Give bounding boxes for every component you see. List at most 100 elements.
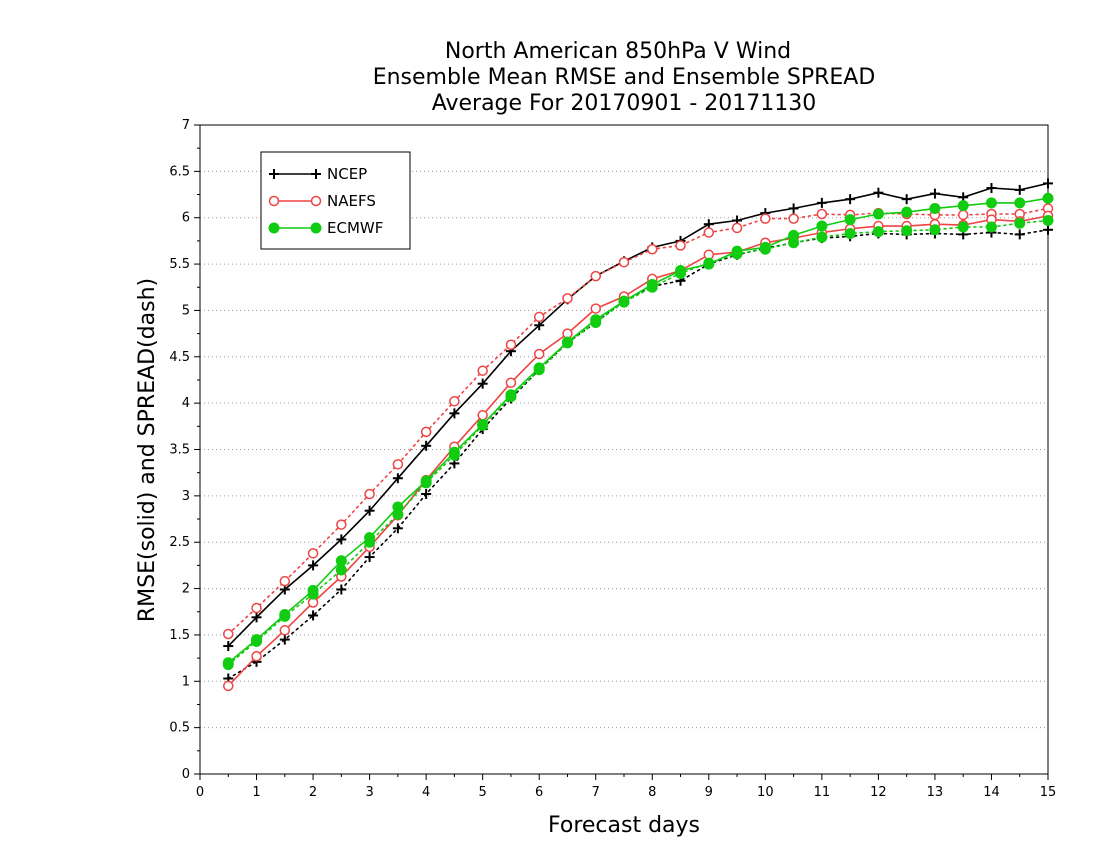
y-tick-label: 4.5 xyxy=(169,350,190,365)
naefs-spread-point xyxy=(251,602,262,614)
legend-item-ecmwf: ECMWF xyxy=(268,219,383,237)
ncep-rmse-point xyxy=(421,440,432,451)
naefs-spread-point xyxy=(420,426,432,438)
y-tick-label: 5.5 xyxy=(169,257,190,272)
legend-label: ECMWF xyxy=(327,219,383,237)
x-tick-label: 15 xyxy=(1040,785,1057,800)
naefs-rmse-line xyxy=(227,215,1049,687)
ecmwf-rmse-point xyxy=(420,475,432,487)
naefs-rmse-point xyxy=(533,348,545,360)
ecmwf-rmse-point xyxy=(505,389,517,401)
ecmwf-rmse-point xyxy=(590,314,602,326)
ncep-rmse-point xyxy=(929,188,940,199)
naefs-spread-point xyxy=(788,213,799,224)
ncep-spread-point xyxy=(1014,229,1025,240)
y-tick-label: 1.5 xyxy=(169,628,190,643)
ecmwf-rmse-point xyxy=(759,241,771,253)
x-tick-label: 6 xyxy=(535,785,543,800)
x-tick-label: 1 xyxy=(252,785,260,800)
x-tick-label: 14 xyxy=(983,785,1000,800)
x-tick-label: 8 xyxy=(648,785,656,800)
legend-marker xyxy=(268,222,280,234)
y-tick-label: 2 xyxy=(182,582,190,597)
legend-marker xyxy=(310,195,322,207)
ncep-spread-point xyxy=(308,610,319,621)
naefs-spread-point xyxy=(703,227,715,238)
ncep-rmse-point xyxy=(845,194,856,205)
y-tick-label: 6.5 xyxy=(169,164,190,179)
ecmwf-spread-line xyxy=(227,219,1049,666)
x-tick-label: 3 xyxy=(365,785,373,800)
naefs-spread-point xyxy=(392,459,404,470)
x-tick-label: 11 xyxy=(814,785,831,800)
naefs-spread-point xyxy=(533,311,545,323)
legend-marker xyxy=(310,222,322,234)
x-axis-title: Forecast days xyxy=(548,813,700,838)
ncep-rmse-point xyxy=(1014,184,1025,195)
naefs-spread-point xyxy=(449,396,460,407)
ncep-rmse-point xyxy=(223,641,234,652)
ecmwf-rmse-point xyxy=(901,206,913,218)
naefs-rmse-point xyxy=(251,651,262,662)
naefs-rmse-point xyxy=(477,409,488,421)
legend-item-ncep: NCEP xyxy=(269,165,367,183)
title-line-3: Average For 20170901 - 20171130 xyxy=(432,91,817,116)
x-tick-label: 10 xyxy=(757,785,774,800)
naefs-spread-point xyxy=(364,488,375,500)
ecmwf-rmse-point xyxy=(251,634,263,646)
ncep-rmse-point xyxy=(788,203,799,214)
naefs-spread-point xyxy=(307,548,319,559)
y-axis-title: RMSE(solid) and SPREAD(dash) xyxy=(135,278,160,622)
ecmwf-rmse-point xyxy=(448,446,460,458)
ncep-spread-point xyxy=(1043,224,1053,235)
ncep-spread-point xyxy=(279,634,290,645)
ncep-rmse-point xyxy=(449,408,460,419)
ecmwf-rmse-point xyxy=(872,208,884,220)
ecmwf-rmse-point xyxy=(364,532,376,544)
x-tick-label: 12 xyxy=(870,785,887,800)
naefs-spread-point xyxy=(618,256,630,268)
ncep-rmse-point xyxy=(901,194,912,205)
ecmwf-rmse-point xyxy=(957,200,969,212)
ecmwf-rmse-point xyxy=(788,229,800,241)
grid xyxy=(200,170,1048,729)
y-tick-label: 5 xyxy=(182,303,190,318)
ecmwf-rmse-point xyxy=(392,501,404,513)
ecmwf-rmse-point xyxy=(929,202,941,214)
ncep-spread-point xyxy=(364,552,375,563)
ecmwf-spread-point xyxy=(985,221,997,233)
x-tick-label: 5 xyxy=(479,785,487,800)
ecmwf-rmse-point xyxy=(816,220,828,232)
naefs-spread-point xyxy=(957,209,969,221)
ecmwf-rmse-point xyxy=(703,258,715,270)
ncep-spread-point xyxy=(392,523,403,534)
ncep-rmse-point xyxy=(873,187,884,198)
series xyxy=(222,178,1054,692)
x-tick-label: 9 xyxy=(705,785,713,800)
y-tick-label: 2.5 xyxy=(169,535,190,550)
ecmwf-spread-point xyxy=(901,225,913,237)
ecmwf-rmse-point xyxy=(675,265,687,277)
ecmwf-rmse-point xyxy=(561,336,573,348)
y-tick-label: 0 xyxy=(182,767,190,782)
naefs-spread-point xyxy=(336,519,347,530)
ncep-rmse-point xyxy=(308,560,319,571)
ecmwf-spread-point xyxy=(872,226,884,238)
naefs-spread-point xyxy=(590,270,601,282)
x-tick-label: 13 xyxy=(927,785,944,800)
y-tick-label: 6 xyxy=(182,211,190,226)
ncep-spread-line xyxy=(227,229,1049,680)
naefs-spread-line xyxy=(227,207,1049,635)
x-tick-label: 2 xyxy=(309,785,317,800)
x-tick-label: 4 xyxy=(422,785,430,800)
y-tick-label: 7 xyxy=(182,118,190,133)
ecmwf-spread-point xyxy=(816,231,828,243)
legend-marker xyxy=(269,169,279,179)
naefs-spread-point xyxy=(647,243,658,255)
naefs-spread-point xyxy=(477,365,488,376)
ecmwf-rmse-point xyxy=(646,278,658,290)
ncep-rmse-line xyxy=(227,182,1049,647)
naefs-spread-point xyxy=(279,575,291,587)
naefs-rmse-point xyxy=(590,303,601,314)
ncep-spread-point xyxy=(336,584,347,595)
